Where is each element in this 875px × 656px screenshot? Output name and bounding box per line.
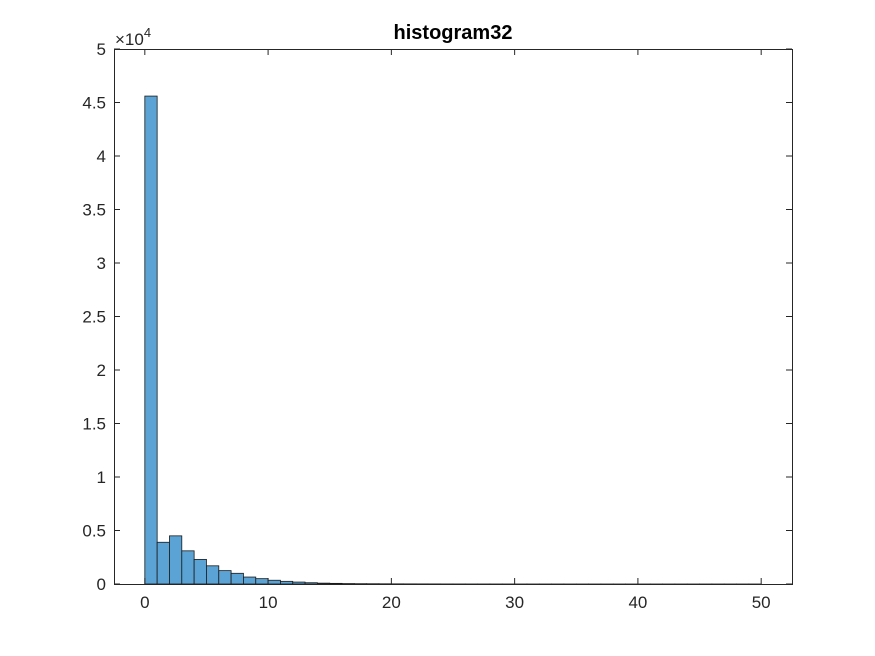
- y-tick-label: 1.5: [82, 415, 106, 434]
- x-tick-label: 0: [140, 593, 149, 612]
- histogram-bar: [304, 582, 318, 585]
- histogram-bar: [169, 535, 183, 585]
- histogram-bar: [329, 582, 343, 585]
- histogram-bar: [280, 580, 294, 585]
- histogram-bar: [230, 572, 244, 585]
- x-tick-label: 20: [382, 593, 401, 612]
- y-tick-label: 2: [97, 361, 106, 380]
- histogram-bar: [181, 550, 195, 585]
- x-tick-label: 50: [752, 593, 771, 612]
- histogram-bar: [193, 558, 207, 585]
- x-tick-label: 40: [628, 593, 647, 612]
- chart-title: histogram32: [394, 22, 513, 44]
- histogram-bar: [206, 565, 220, 585]
- x-axis-ticks: 0 10 20 30 40 50: [140, 49, 771, 612]
- axes-background: [114, 49, 792, 584]
- y-tick-label: 4: [97, 147, 106, 166]
- y-tick-label: 0: [97, 575, 106, 594]
- y-tick-label: 3: [97, 254, 106, 273]
- x-tick-label: 10: [259, 593, 278, 612]
- y-tick-label: 1: [97, 468, 106, 487]
- x-tick-label: 30: [505, 593, 524, 612]
- y-axis-ticks: 0 0.5 1 1.5 2 2.5 3 3.5 4 4.5 5: [82, 40, 792, 594]
- y-axis-exponent-label: ×104: [115, 25, 151, 49]
- histogram-bar: [267, 579, 281, 585]
- histogram-bar: [292, 581, 306, 585]
- y-tick-label: 3.5: [82, 201, 106, 220]
- y-axis-exponent-base: ×10: [115, 30, 144, 49]
- histogram-bar: [243, 576, 257, 585]
- histogram-bar: [255, 578, 269, 585]
- histogram-bars: [144, 95, 762, 585]
- y-tick-label: 5: [97, 40, 106, 59]
- y-tick-label: 4.5: [82, 94, 106, 113]
- y-tick-label: 0.5: [82, 522, 106, 541]
- y-axis-exponent-power: 4: [144, 25, 151, 40]
- histogram-bar: [316, 582, 331, 585]
- histogram-bar: [144, 95, 158, 585]
- y-tick-label: 2.5: [82, 308, 106, 327]
- histogram-bar: [156, 541, 170, 585]
- histogram-bar: [218, 570, 232, 585]
